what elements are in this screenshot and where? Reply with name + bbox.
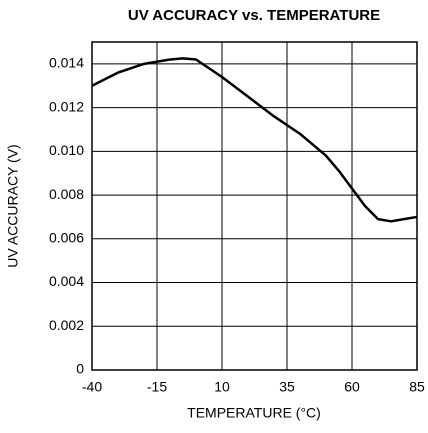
y-tick-label: 0 <box>76 361 84 377</box>
y-tick-label: 0.010 <box>49 142 84 158</box>
x-tick-label: 35 <box>279 379 295 395</box>
x-axis-label: TEMPERATURE (°C) <box>187 405 321 421</box>
data-line <box>91 57 418 223</box>
y-axis-label: UV ACCURACY (V) <box>5 144 21 267</box>
x-tick-label: -15 <box>147 379 167 395</box>
chart-title: UV ACCURACY vs. TEMPERATURE <box>128 7 380 24</box>
y-tick-label: 0.002 <box>49 317 84 333</box>
y-tick-label: 0.014 <box>49 55 84 71</box>
x-tick-label: 10 <box>214 379 230 395</box>
x-tick-label: -40 <box>82 379 102 395</box>
x-tick-label: 85 <box>409 379 425 395</box>
plot-frame <box>91 41 418 371</box>
x-tick-label: 60 <box>344 379 360 395</box>
y-tick-label: 0.004 <box>49 273 84 289</box>
y-tick-label: 0.008 <box>49 186 84 202</box>
y-tick-label: 0.006 <box>49 230 84 246</box>
y-tick-label: 0.012 <box>49 98 84 114</box>
